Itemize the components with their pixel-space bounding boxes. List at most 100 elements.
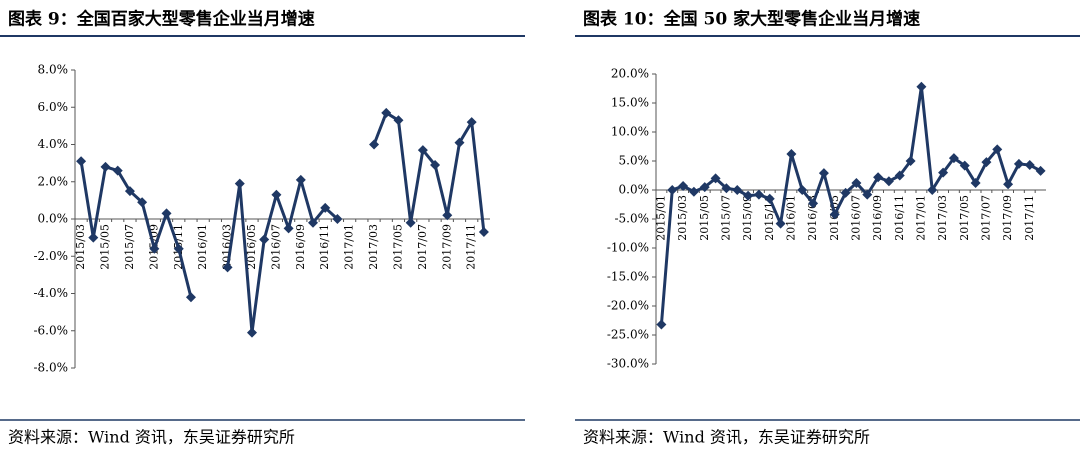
data-point — [894, 170, 905, 181]
x-tick-label: 2016/05 — [245, 224, 258, 270]
y-tick-label: 4.0% — [38, 137, 69, 151]
data-point — [76, 156, 87, 167]
x-tick-label: 2015/09 — [741, 195, 754, 241]
data-point — [112, 165, 123, 176]
series-line — [79, 161, 193, 298]
x-tick-label: 2017/07 — [416, 224, 429, 270]
data-point — [124, 186, 135, 197]
data-point — [862, 189, 873, 200]
x-tick-label: 2017/09 — [440, 224, 453, 270]
data-point — [405, 217, 416, 228]
series-line — [226, 178, 339, 335]
y-tick-label: 8.0% — [38, 63, 69, 77]
data-point — [970, 178, 981, 189]
data-point — [185, 292, 196, 303]
data-point — [916, 81, 927, 92]
source-note: 资料来源：Wind 资讯，东吴证券研究所 — [8, 428, 295, 447]
y-tick-label: -10.0% — [607, 241, 649, 255]
data-point — [295, 174, 306, 185]
data-point — [271, 189, 282, 200]
data-point — [1024, 160, 1035, 171]
data-point — [149, 243, 160, 254]
data-point — [173, 243, 184, 254]
x-tick-label: 2015/07 — [123, 224, 136, 270]
data-point — [137, 197, 148, 208]
y-tick-label: 5.0% — [619, 154, 650, 168]
data-point — [430, 159, 441, 170]
x-tick-label: 2016/11 — [893, 195, 906, 241]
data-point — [688, 186, 699, 197]
x-tick-label: 2016/09 — [294, 224, 307, 270]
x-tick-label: 2015/05 — [99, 224, 112, 270]
data-point — [417, 145, 428, 156]
y-tick-label: -20.0% — [607, 299, 649, 313]
data-point — [992, 144, 1003, 155]
data-point — [829, 209, 840, 220]
x-tick-label: 2016/01 — [784, 195, 797, 241]
x-tick-label: 2015/07 — [719, 195, 732, 241]
x-tick-label: 2017/07 — [979, 195, 992, 241]
data-point — [88, 232, 99, 243]
chart-title: 图表 10：全国 50 家大型零售企业当月增速 — [583, 9, 920, 30]
data-point — [1035, 165, 1046, 176]
y-tick-label: -8.0% — [33, 361, 68, 375]
x-tick-label: 2016/07 — [849, 195, 862, 241]
x-tick-label: 2017/11 — [465, 224, 478, 270]
x-tick-label: 2016/11 — [318, 224, 331, 270]
data-point — [308, 217, 319, 228]
data-point — [1003, 179, 1014, 190]
data-point — [283, 223, 294, 234]
data-point — [732, 185, 743, 195]
y-tick-label: -5.0% — [614, 212, 649, 226]
data-point — [981, 157, 992, 168]
x-tick-label: 2017/05 — [391, 224, 404, 270]
x-tick-label: 2017/01 — [914, 195, 927, 241]
x-tick-label: 2016/09 — [871, 195, 884, 241]
y-tick-label: 2.0% — [38, 174, 69, 188]
data-point — [808, 198, 819, 209]
y-tick-label: 10.0% — [611, 125, 649, 139]
data-point — [1013, 158, 1024, 169]
data-point — [775, 218, 786, 229]
series-line — [372, 111, 486, 233]
x-tick-label: 2017/09 — [1001, 195, 1014, 241]
x-tick-label: 2015/03 — [74, 224, 87, 270]
data-point — [222, 262, 233, 273]
x-tick-label: 2017/05 — [958, 195, 971, 241]
y-tick-label: 15.0% — [611, 96, 649, 110]
data-point — [721, 183, 732, 194]
x-tick-label: 2016/07 — [269, 224, 282, 270]
x-tick-label: 2017/01 — [343, 224, 356, 270]
y-tick-label: 20.0% — [611, 67, 649, 81]
x-tick-label: 2016/03 — [806, 195, 819, 241]
data-point — [786, 149, 797, 160]
chart-title: 图表 9：全国百家大型零售企业当月增速 — [8, 9, 315, 30]
data-point — [873, 172, 884, 183]
x-tick-label: 2015/01 — [654, 195, 667, 241]
x-tick-label: 2017/03 — [367, 224, 380, 270]
data-point — [851, 178, 862, 189]
data-point — [753, 189, 764, 200]
y-tick-label: -15.0% — [607, 270, 649, 284]
data-point — [818, 168, 829, 179]
data-point — [678, 180, 689, 191]
data-point — [927, 185, 938, 195]
x-tick-label: 2016/01 — [196, 224, 209, 270]
y-tick-label: -6.0% — [33, 323, 68, 337]
data-point — [840, 187, 851, 198]
data-point — [393, 115, 404, 126]
data-point — [454, 137, 465, 148]
x-tick-label: 2017/11 — [1023, 195, 1036, 241]
y-tick-label: -25.0% — [607, 328, 649, 342]
data-point — [442, 210, 453, 221]
data-point — [246, 327, 257, 338]
data-point — [478, 227, 489, 238]
y-tick-label: 0.0% — [619, 183, 650, 197]
data-point — [938, 167, 949, 178]
data-point — [161, 208, 172, 219]
x-tick-label: 2015/05 — [698, 195, 711, 241]
data-point — [100, 161, 111, 172]
y-tick-label: 0.0% — [38, 212, 69, 226]
data-point — [259, 234, 270, 245]
